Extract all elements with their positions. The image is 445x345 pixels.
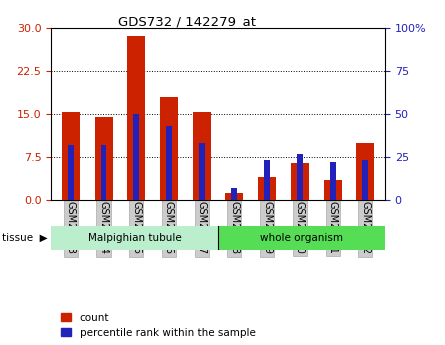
Bar [68,145,74,200]
Bar [193,112,210,200]
Text: Malpighian tubule: Malpighian tubule [88,233,182,243]
Bar [264,160,270,200]
Bar [226,193,243,200]
Bar [324,180,342,200]
Text: whole organism: whole organism [260,233,343,243]
Bar [297,154,303,200]
Text: tissue  ▶: tissue ▶ [2,233,48,243]
Bar [166,126,172,200]
Bar [51,226,218,250]
Bar [199,143,205,200]
Bar [94,117,113,200]
Bar [218,226,385,250]
Bar [101,145,106,200]
Bar [62,112,80,200]
Bar [362,160,368,200]
Bar [231,188,237,200]
Bar [356,142,374,200]
Text: GDS732 / 142279_at: GDS732 / 142279_at [118,16,256,29]
Bar [291,163,309,200]
Bar [127,36,145,200]
Legend: count, percentile rank within the sample: count, percentile rank within the sample [61,313,255,338]
Bar [258,177,276,200]
Bar [134,114,139,200]
Bar [160,97,178,200]
Bar [330,162,336,200]
